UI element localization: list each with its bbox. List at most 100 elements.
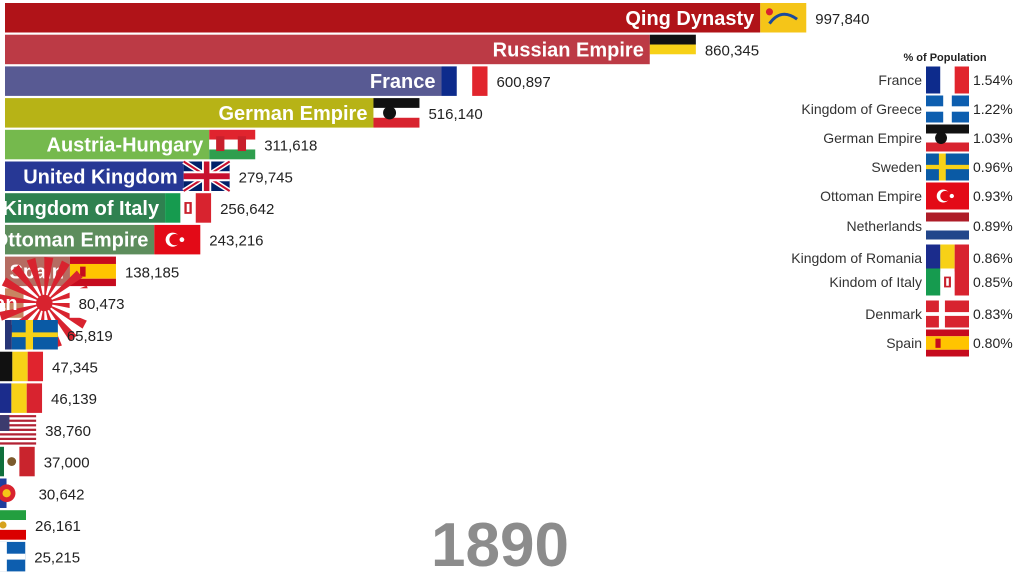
bar-value-label: 47,345: [52, 359, 98, 376]
percent-row-name: Denmark: [865, 306, 923, 322]
percent-row-name: German Empire: [823, 130, 922, 146]
bar-value-label: 25,215: [34, 550, 80, 567]
bar-value-label: 997,840: [815, 11, 869, 28]
austria-flag-icon: [209, 129, 256, 160]
bar: [5, 98, 374, 128]
percent-row: Spain 0.80%: [886, 329, 1013, 357]
bar: [5, 66, 442, 96]
percent-rows: France 1.54% Kingdom of Greece 1.22% German …: [791, 66, 1013, 357]
spain-flag-icon: [69, 256, 116, 287]
italy-flag-icon: [926, 268, 969, 296]
percent-row-value: 0.85%: [973, 274, 1013, 290]
sweden-flag-icon: [926, 153, 969, 181]
percent-row-value: 0.86%: [973, 250, 1013, 266]
greece-flag-icon: [0, 541, 26, 572]
bar-row: Kingdom of Romania46,139: [0, 383, 97, 413]
percent-row-value: 0.83%: [973, 306, 1013, 322]
bar-row: Mexico37,000: [0, 446, 90, 477]
ottoman-flag-icon: [154, 224, 201, 255]
bar-value-label: 30,642: [39, 486, 85, 503]
portugal-flag-icon: [0, 478, 30, 508]
bar: [5, 129, 210, 160]
bar-value-label: 65,819: [67, 328, 113, 345]
bar: [5, 34, 650, 65]
year-label: 1890: [431, 511, 569, 572]
bar-label: Sweden: [0, 325, 6, 347]
bar-value-label: 516,140: [428, 106, 482, 123]
bar-label: Empire of Japan: [0, 293, 18, 315]
france-flag-icon: [441, 66, 488, 96]
percent-row: Ottoman Empire 0.93%: [820, 182, 1013, 210]
ottoman-flag-icon: [926, 182, 969, 210]
bars-group: Qing Dynasty 997,840 Russian Empire 860,345…: [0, 3, 869, 572]
bar-label: United Kingdom: [23, 166, 177, 188]
percent-of-population-panel: % of Population France 1.54% Kingdom of Gr…: [791, 52, 1013, 357]
bar-value-label: 860,345: [705, 42, 759, 59]
bar-label: Russian Empire: [493, 39, 644, 61]
netherlands-flag-icon: [926, 212, 969, 240]
percent-row-name: France: [878, 72, 922, 88]
france-flag-icon: [926, 66, 969, 94]
greece-flag-icon: [926, 95, 969, 123]
bar-row: USA38,760: [0, 415, 91, 445]
percent-row: Kingdom of Greece 1.22%: [801, 95, 1013, 123]
italy-flag-icon: [165, 193, 212, 223]
bar-row: France 600,897: [5, 66, 551, 96]
germany-flag-icon: [926, 124, 969, 152]
bar-row: Belgium47,345: [0, 351, 98, 382]
bar-value-label: 243,216: [209, 233, 263, 250]
bar-label: Qing Dynasty: [625, 8, 755, 30]
usa-flag-icon: [0, 415, 37, 445]
mexico-flag-icon: [0, 446, 35, 477]
percent-row-name: Spain: [886, 335, 922, 351]
percent-panel-title: % of Population: [903, 52, 986, 64]
percent-row-value: 1.54%: [973, 72, 1013, 88]
russia-flag-icon: [649, 34, 696, 65]
germany-flag-icon: [373, 98, 420, 128]
bar-value-label: 138,185: [125, 264, 179, 281]
bar-value-label: 279,745: [239, 169, 293, 186]
percent-row-name: Sweden: [871, 159, 922, 175]
bar-label: German Empire: [219, 103, 368, 125]
bar: [5, 320, 12, 350]
bar-value-label: 256,642: [220, 201, 274, 218]
percent-row-name: Ottoman Empire: [820, 188, 922, 204]
belgium-flag-icon: [0, 351, 44, 382]
percent-row: Sweden 0.96%: [871, 153, 1013, 181]
qing-flag-icon: [760, 3, 807, 33]
percent-row-name: Kingdom of Romania: [791, 250, 922, 266]
bar-value-label: 26,161: [35, 518, 81, 535]
percent-row: Kingdom of Romania 0.86%: [791, 244, 1013, 272]
percent-row-name: Kingdom of Greece: [801, 101, 922, 117]
spain-flag-icon: [926, 329, 969, 357]
percent-row: Denmark 0.83%: [865, 300, 1013, 328]
percent-row: Netherlands 0.89%: [847, 212, 1013, 240]
bar: [5, 161, 184, 191]
bar: [5, 193, 166, 223]
percent-row-name: Netherlands: [847, 218, 923, 234]
bar-row: Qing Dynasty 997,840: [5, 3, 869, 33]
bar-row: Kingdom of Greece25,215: [0, 541, 80, 572]
bar-row: Kingdom of Italy 256,642: [2, 193, 274, 223]
bar-row: Qajar Iran26,161: [0, 510, 81, 540]
percent-row: Kindom of Italy 0.85%: [829, 268, 1013, 296]
bar-row: Austria-Hungary 311,618: [5, 129, 317, 160]
bar-value-label: 46,139: [51, 391, 97, 408]
bar-row: German Empire 516,140: [5, 98, 483, 128]
uk-flag-icon: [182, 159, 231, 194]
bar-row: Russian Empire 860,345: [5, 34, 759, 65]
percent-row-value: 0.80%: [973, 335, 1013, 351]
romania-flag-icon: [0, 383, 43, 413]
percent-row-value: 1.03%: [973, 130, 1013, 146]
percent-row-value: 0.96%: [973, 159, 1013, 175]
bar-label: France: [370, 71, 436, 93]
denmark-flag-icon: [926, 300, 969, 328]
bar-label: Austria-Hungary: [47, 135, 205, 157]
bar-row: Ottoman Empire 243,216: [0, 224, 264, 255]
bar-value-label: 80,473: [79, 296, 125, 313]
bar-value-label: 37,000: [44, 455, 90, 472]
bar-label: Ottoman Empire: [0, 230, 148, 252]
bar-row: Sweden 65,819: [0, 320, 113, 350]
percent-row-value: 0.89%: [973, 218, 1013, 234]
